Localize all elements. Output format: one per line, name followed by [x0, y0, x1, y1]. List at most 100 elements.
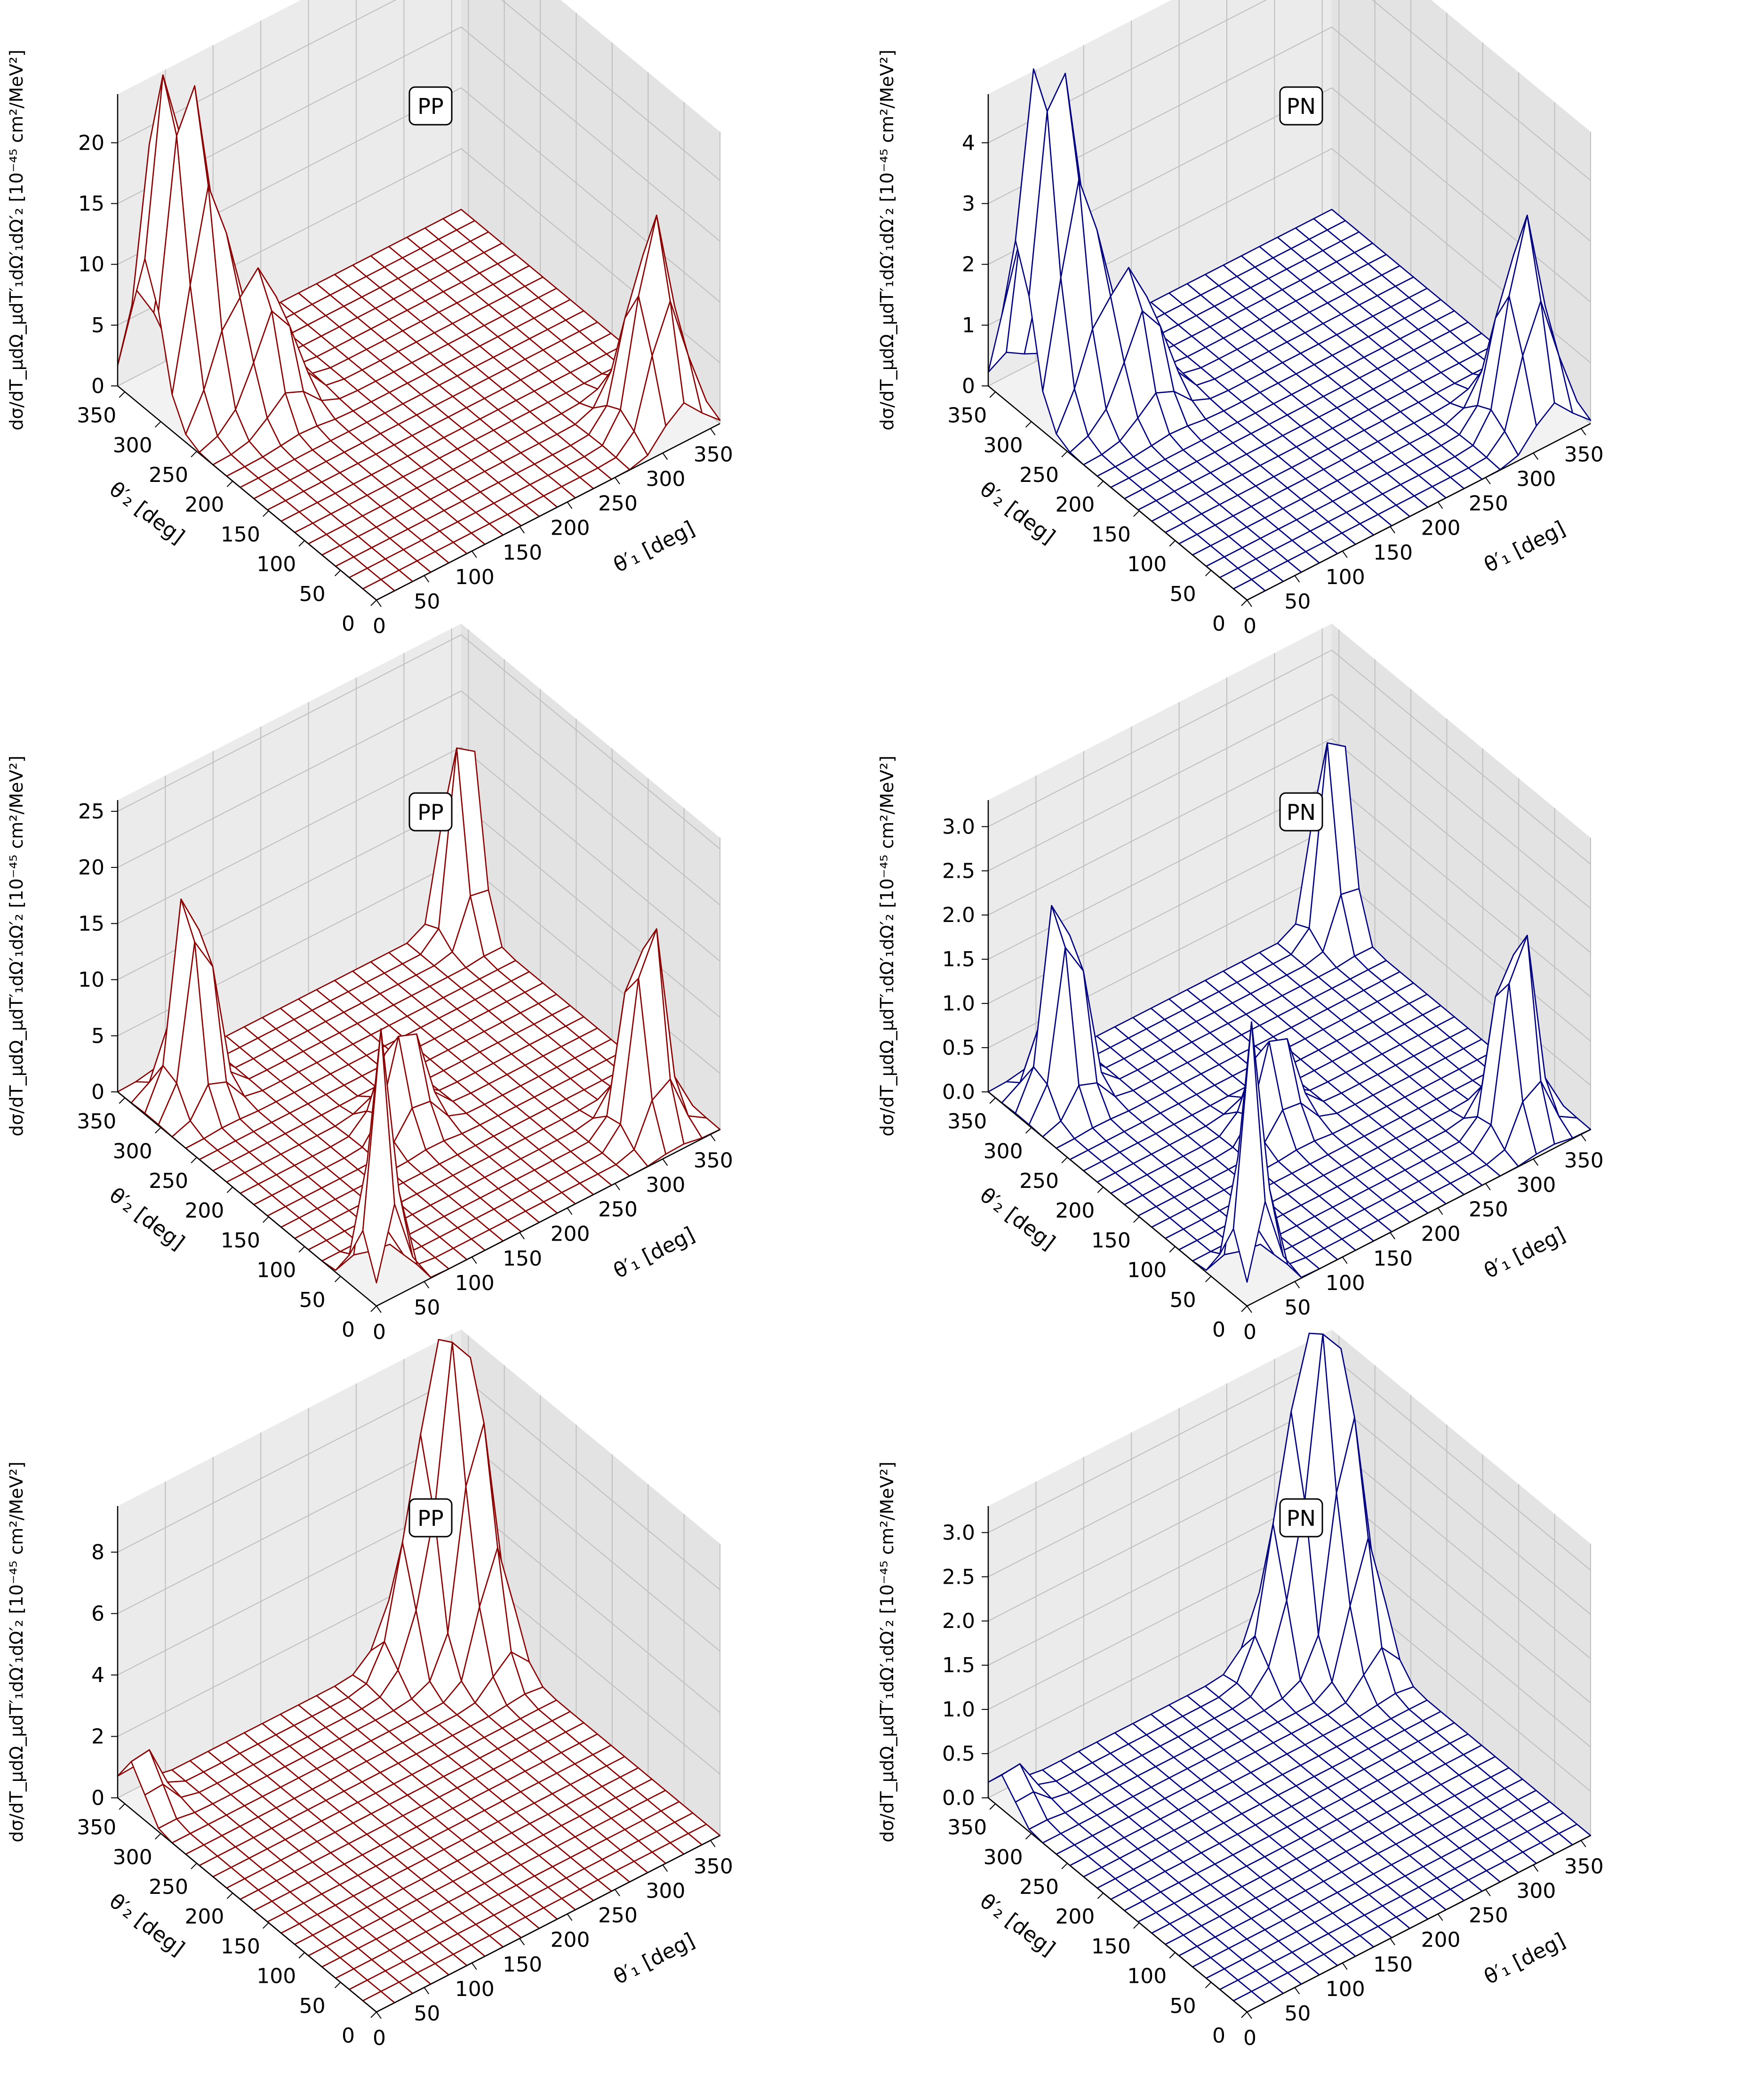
y-tick-label: 200	[184, 1905, 224, 1929]
y-tick-mark	[1133, 1922, 1140, 1929]
y-tick-label: 300	[984, 1845, 1023, 1869]
z-axis-label: dσ/dT_μdΩ_μdT′₁dΩ′₁dΩ′₂ [10⁻⁴⁵ cm²/MeV²]	[877, 755, 897, 1136]
x-tick-mark	[1580, 1840, 1586, 1847]
pane-gridline	[988, 738, 1591, 953]
x-tick-mark	[519, 1232, 525, 1240]
z-tick-label: 10	[78, 968, 104, 992]
subplot-4-pn: 0501001502002503003500501001502002503003…	[877, 624, 1604, 1344]
z-axis-label: dσ/dT_μdΩ_μdT′₁dΩ′₁dΩ′₂ [10⁻⁴⁵ cm²/MeV²]	[6, 49, 27, 430]
z-tick-label: 8	[91, 1540, 104, 1564]
back-right-pane	[461, 1330, 720, 1835]
y-tick-mark	[989, 391, 996, 398]
z-tick-label: 3.0	[942, 1521, 975, 1545]
y-tick-mark	[1097, 481, 1104, 487]
z-tick-label: 0.5	[942, 1742, 975, 1766]
y-tick-mark	[1241, 2012, 1248, 2018]
y-tick-label: 0	[342, 2024, 355, 2048]
y-tick-label: 150	[1091, 1934, 1131, 1958]
x-tick-label: 150	[503, 1953, 542, 1977]
z-axis-label: dσ/dT_μdΩ_μdT′₁dΩ′₁dΩ′₂ [10⁻⁴⁵ cm²/MeV²]	[877, 49, 897, 430]
y-tick-label: 200	[1055, 1199, 1095, 1223]
y-tick-mark	[1061, 451, 1068, 457]
z-tick-label: 20	[78, 856, 104, 880]
y-tick-label: 0	[1212, 1318, 1225, 1342]
x-tick-label: 300	[646, 467, 685, 491]
x-tick-mark	[1390, 1232, 1395, 1240]
x-tick-mark	[376, 600, 382, 607]
y-tick-mark	[1205, 1982, 1212, 1988]
pane-gridline	[117, 87, 720, 303]
y-tick-label: 250	[149, 463, 188, 487]
x-axis-label: θ′₁ [deg]	[1480, 1928, 1569, 1989]
x-tick-label: 350	[1564, 1148, 1604, 1172]
x-tick-label: 50	[1284, 1296, 1311, 1320]
z-tick-label: 2.0	[942, 1609, 975, 1633]
x-tick-label: 350	[694, 1148, 733, 1172]
x-tick-mark	[1485, 1889, 1491, 1897]
x-tick-label: 100	[455, 1271, 495, 1295]
x-tick-mark	[567, 1914, 573, 1921]
x-tick-label: 300	[1516, 1879, 1556, 1903]
tag-label: PN	[1287, 1506, 1316, 1531]
z-tick-label: 0.0	[942, 1786, 975, 1810]
x-tick-label: 100	[455, 1977, 495, 2001]
x-tick-mark	[1294, 575, 1300, 583]
x-tick-mark	[1437, 1208, 1443, 1215]
x-tick-mark	[710, 428, 716, 435]
z-tick-label: 0	[962, 374, 975, 398]
y-tick-label: 100	[1127, 553, 1167, 577]
y-tick-label: 150	[221, 1934, 260, 1958]
pane-gridline	[117, 746, 720, 962]
y-tick-mark	[226, 481, 233, 487]
y-tick-label: 0	[1212, 2024, 1225, 2048]
y-tick-mark	[1025, 1127, 1032, 1134]
x-tick-label: 100	[1326, 1977, 1365, 2001]
pane-gridline	[117, 26, 720, 242]
z-tick-label: 4	[962, 131, 975, 155]
x-tick-label: 300	[646, 1879, 685, 1903]
subplot-3-pp: 0501001502002503003500501001502002503003…	[6, 624, 733, 1344]
y-tick-mark	[1025, 1833, 1032, 1840]
x-tick-mark	[1533, 1158, 1539, 1166]
y-tick-label: 150	[221, 1228, 260, 1252]
z-axis-label: dσ/dT_μdΩ_μdT′₁dΩ′₁dΩ′₂ [10⁻⁴⁵ cm²/MeV²]	[877, 1461, 897, 1842]
y-tick-label: 300	[984, 1139, 1023, 1163]
y-tick-label: 0	[342, 1318, 355, 1342]
z-tick-label: 5	[91, 313, 104, 337]
surface-wireframe	[987, 1332, 1592, 2013]
x-tick-label: 200	[551, 1928, 590, 1952]
pane-gridline	[988, 87, 1591, 303]
z-tick-label: 0.5	[942, 1036, 975, 1060]
surface-wireframe	[117, 1339, 721, 2013]
x-tick-label: 350	[694, 442, 733, 466]
z-tick-label: 6	[91, 1602, 104, 1626]
z-tick-label: 10	[78, 253, 104, 277]
tag-box	[408, 86, 453, 126]
x-tick-mark	[710, 1840, 716, 1847]
y-tick-label: 150	[1091, 522, 1131, 546]
y-tick-mark	[154, 421, 161, 428]
x-tick-label: 100	[1326, 1271, 1365, 1295]
z-tick-label: 5	[91, 1024, 104, 1048]
y-axis-label: θ′₂ [deg]	[976, 477, 1060, 549]
subplot-1-pp: 0501001502002503003500501001502002503003…	[6, 0, 733, 638]
x-tick-mark	[424, 1987, 430, 1995]
tag-label: PN	[1287, 800, 1316, 825]
z-tick-label: 20	[78, 131, 104, 155]
surface-wireframe	[987, 742, 1592, 1283]
x-tick-label: 50	[1284, 2002, 1311, 2026]
y-tick-mark	[1205, 570, 1212, 577]
z-tick-label: 15	[78, 192, 104, 216]
subplot-5-pp: 0501001502002503003500501001502002503003…	[6, 1330, 733, 2050]
y-tick-mark	[298, 1246, 305, 1253]
x-axis-label: θ′₁ [deg]	[610, 1928, 699, 1989]
x-tick-label: 250	[1469, 1198, 1508, 1222]
z-axis-label: dσ/dT_μdΩ_μdT′₁dΩ′₁dΩ′₂ [10⁻⁴⁵ cm²/MeV²]	[6, 755, 27, 1136]
z-tick-label: 2.5	[942, 859, 975, 883]
y-tick-mark	[1061, 1863, 1068, 1869]
z-tick-label: 1.0	[942, 992, 975, 1016]
y-tick-label: 100	[256, 553, 296, 577]
x-tick-label: 350	[1564, 1854, 1604, 1878]
surface-cell	[1232, 1021, 1266, 1283]
x-tick-mark	[1580, 1134, 1586, 1141]
